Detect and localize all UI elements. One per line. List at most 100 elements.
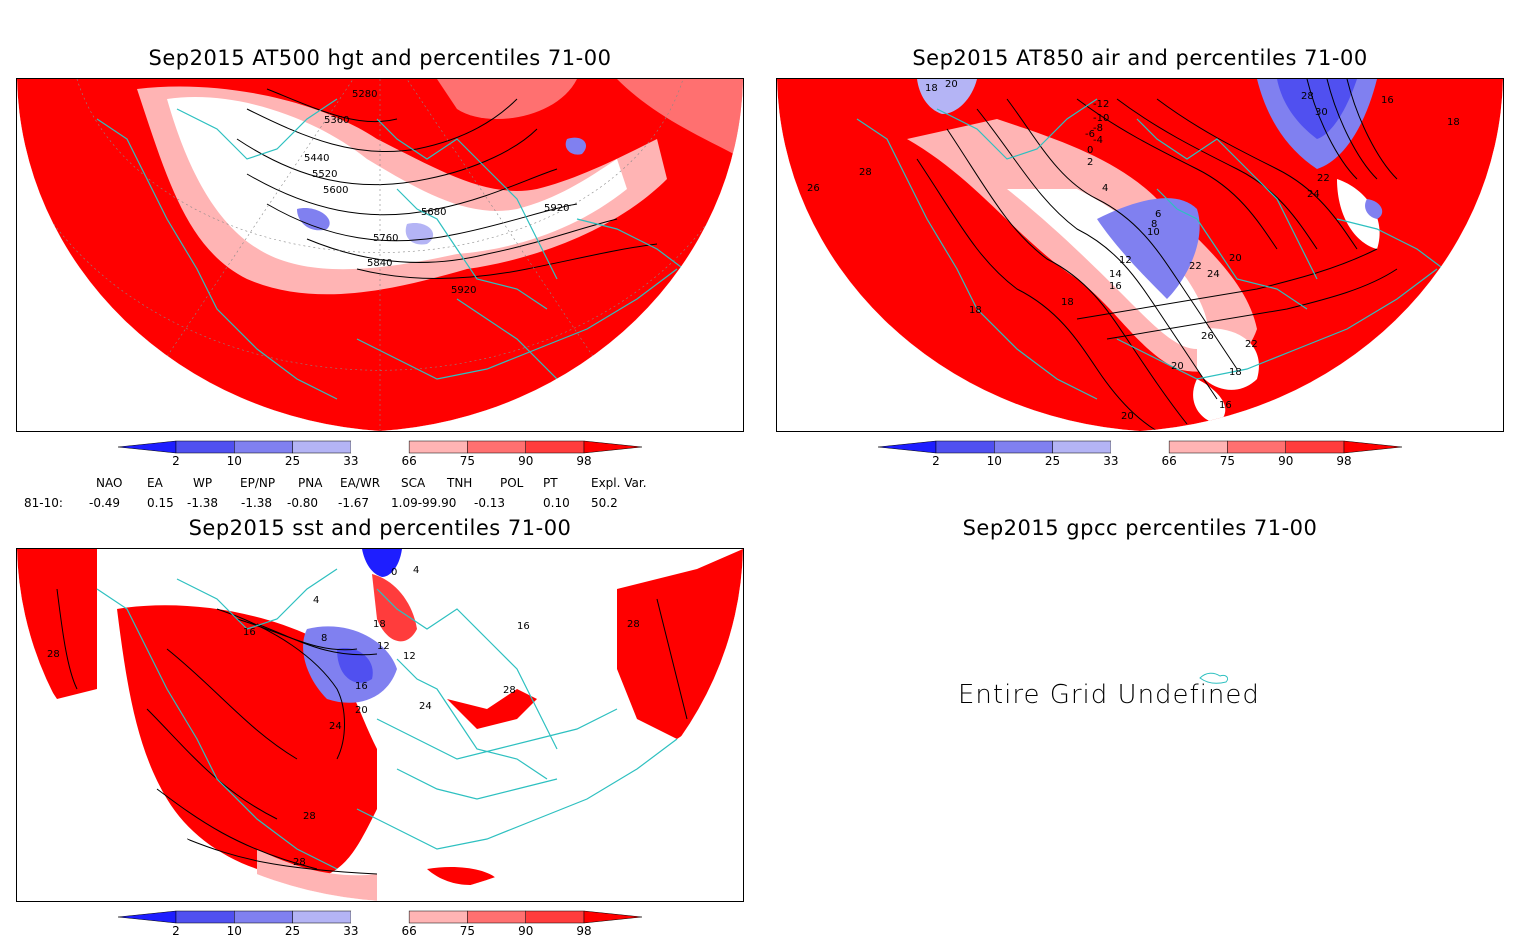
air-panel-title: Sep2015 AT850 air and percentiles 71-00 [912, 46, 1368, 70]
teleconn-header: PNA [298, 476, 323, 490]
colorbar-segment [1168, 440, 1228, 454]
teleconn-row: 81-10: -0.49 0.15 -1.38 -1.38 -0.80 -1.67 1.09… [0, 496, 760, 512]
sst-map-panel: 0 4 4 8 12 16 16 18 20 24 24 28 28 28 28… [16, 548, 744, 902]
colorbar-tick-label: 90 [518, 924, 534, 938]
colorbar-tick-label: 66 [1161, 454, 1177, 468]
contour-label: 5680 [421, 207, 446, 218]
colorbar-arrow-low [117, 910, 177, 924]
hgt-panel-title: Sep2015 AT500 hgt and percentiles 71-00 [148, 46, 612, 70]
contour-label: 16 [243, 627, 256, 638]
colorbar-tick-label: 90 [1278, 454, 1294, 468]
contour-label: -8 [1093, 123, 1103, 134]
colorbar-arrow-high [583, 440, 643, 454]
contour-label: 4 [413, 565, 419, 576]
colorbar-segment [1052, 440, 1112, 454]
colorbar-segment [467, 440, 526, 454]
contour-label: 4 [1102, 183, 1108, 194]
contour-label: 20 [1229, 253, 1242, 264]
hgt-colorbar: 2 10 25 33 66 75 90 98 [117, 438, 643, 472]
colorbar-tick-label: 33 [343, 454, 359, 468]
colorbar-tick-label: 2 [172, 454, 180, 468]
contour-label: -4 [1093, 135, 1103, 146]
colorbar-segment [1285, 440, 1345, 454]
teleconn-value: 0.10 [543, 496, 570, 510]
hgt-map: 5280 5360 5440 5520 5600 5680 5760 5840 … [17, 79, 743, 431]
gpcc-undefined-message: Entire Grid Undefined [958, 680, 1260, 710]
colorbar-scale [117, 910, 643, 924]
colorbar-segment [292, 440, 352, 454]
contour-label: 14 [1109, 269, 1122, 280]
contour-label: 20 [1121, 411, 1134, 422]
contour-label: 30 [1315, 107, 1328, 118]
contour-label: -12 [1093, 99, 1109, 110]
colorbar-segment [234, 440, 293, 454]
colorbar-tick-label: 10 [986, 454, 1002, 468]
colorbar-arrow-low [117, 440, 177, 454]
contour-label: 28 [47, 649, 60, 660]
teleconn-value: -1.38 [187, 496, 219, 510]
air-colorbar: 2 10 25 33 66 75 90 98 [877, 438, 1403, 472]
contour-label: 2 [1087, 157, 1093, 168]
colorbar-tick-label: 75 [459, 924, 476, 938]
colorbar-arrow-low [877, 440, 937, 454]
contour-label: 12 [377, 641, 390, 652]
teleconn-header: TNH [447, 476, 473, 490]
colorbar-tick-label: 98 [576, 924, 592, 938]
contour-label: 5920 [451, 285, 476, 296]
colorbar-segment [175, 440, 235, 454]
contour-label: 6 [1155, 209, 1161, 220]
contour-label: 5600 [323, 185, 348, 196]
contour-label: 22 [1317, 173, 1330, 184]
teleconn-header: NAO [96, 476, 123, 490]
contour-label: 8 [321, 633, 327, 644]
teleconn-headers: NAO EA WP EP/NP PNA EA/WR SCA TNH POL PT Expl. Var… [0, 476, 760, 492]
colorbar-segment [292, 910, 352, 924]
colorbar-segment [1110, 441, 1170, 453]
colorbar-tick-label: 90 [518, 454, 534, 468]
hgt-map-panel: 5280 5360 5440 5520 5600 5680 5760 5840 … [16, 78, 744, 432]
contour-label: 5920 [544, 203, 569, 214]
contour-label: 0 [391, 567, 397, 578]
air-map: 18 20 -12 -10 -8 -6 -4 0 2 4 6 8 10 12 1… [777, 79, 1503, 431]
contour-label: 28 [303, 811, 316, 822]
teleconn-value: -0.49 [89, 496, 121, 510]
colorbar-tick-label: 33 [343, 924, 359, 938]
teleconn-header: WP [193, 476, 213, 490]
contour-label: 5840 [367, 258, 392, 269]
contour-label: 28 [503, 685, 516, 696]
contour-label: 12 [403, 651, 416, 662]
contour-label: -6 [1085, 129, 1095, 140]
colorbar-segment [1227, 440, 1286, 454]
contour-label: 18 [1447, 117, 1460, 128]
colorbar-tick-label: 33 [1103, 454, 1119, 468]
colorbar-arrow-high [583, 910, 643, 924]
colorbar-segment [408, 910, 468, 924]
teleconn-header: POL [500, 476, 524, 490]
colorbar-segment [467, 910, 526, 924]
contour-label: 28 [859, 167, 872, 178]
colorbar-segment [234, 910, 293, 924]
contour-label: 16 [355, 681, 368, 692]
contour-label: 28 [627, 619, 640, 630]
contour-label: 24 [1207, 269, 1220, 280]
gpcc-island-fragment [1199, 672, 1229, 684]
contour-label: 18 [373, 619, 386, 630]
contour-label: 24 [329, 721, 342, 732]
teleconn-value: -0.13 [474, 496, 506, 510]
contour-label: 5360 [324, 115, 349, 126]
colorbar-arrow-high [1343, 440, 1403, 454]
contour-label: 5280 [352, 89, 377, 100]
sst-map: 0 4 4 8 12 16 16 18 20 24 24 28 28 28 28… [17, 549, 743, 901]
contour-label: 10 [1147, 227, 1160, 238]
colorbar-tick-label: 25 [284, 454, 301, 468]
colorbar-segment [935, 440, 995, 454]
sst-colorbar: 2 10 25 33 66 75 90 98 [117, 908, 643, 940]
contour-label: 18 [1061, 297, 1074, 308]
contour-label: 16 [1219, 400, 1232, 411]
teleconn-value: 50.2 [591, 496, 618, 510]
colorbar-segment [350, 441, 410, 453]
contour-label: 20 [355, 705, 368, 716]
colorbar-segment [994, 440, 1053, 454]
contour-label: 28 [1301, 91, 1314, 102]
contour-label: 16 [1381, 95, 1394, 106]
